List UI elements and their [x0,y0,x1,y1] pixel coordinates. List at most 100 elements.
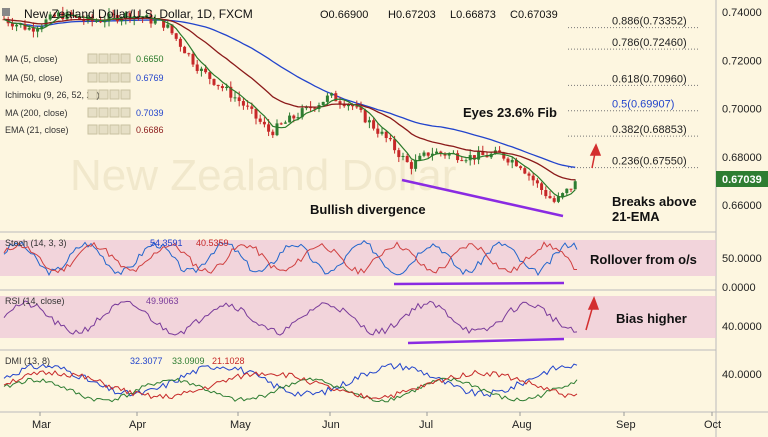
candle-body [531,175,535,181]
candle-body [430,153,434,156]
rsi-band [0,296,716,338]
fib-label: 0.5(0.69907) [612,99,674,111]
dmi-label: DMI (13, 8) [5,356,50,366]
candle-body [48,14,52,20]
candle-body [535,180,539,184]
candle-body [292,115,296,119]
candle-body [57,12,61,17]
candle-body [258,118,262,122]
indicator-settings-icon [120,53,131,64]
indicator-settings-icon [109,89,120,100]
time-tick-label: Aug [512,419,532,431]
candle-body [128,12,132,20]
rsi-legend: RSI (14, close) 49.9063 [5,296,179,306]
ma5-line [3,14,576,198]
dmi-adx-value: 21.1028 [212,356,245,366]
time-axis[interactable]: Mar Apr May Jun Jul Aug Sep Oct [32,412,721,431]
price-tick-label: 0.68000 [722,152,762,164]
indicator-settings-icon [98,53,109,64]
stoch-divergence-line [393,281,565,286]
arrow-icon [585,143,602,331]
candle-body [325,95,329,102]
candle-body [220,86,224,89]
indicator-label: MA (5, close) [5,54,58,64]
candle-body [414,159,418,169]
candle-body [334,93,338,102]
candle-body [556,196,560,202]
indicator-label: MA (50, close) [5,73,63,83]
candle-body [27,28,31,30]
candle-body [233,97,237,99]
candle-body [372,120,376,129]
dmi-plus-value: 32.3077 [130,356,163,366]
candle-body [195,64,199,71]
candle-body [300,108,304,118]
candle-body [573,181,577,190]
candle-body [540,183,544,190]
indicator-settings-icon [109,72,120,83]
candle-body [342,103,346,107]
time-tick-label: Mar [32,419,51,431]
candle-body [346,104,350,107]
candle-body [174,33,178,39]
candle-body [166,24,170,28]
indicator-settings-icon [87,72,98,83]
indicator-value: 0.6650 [136,54,164,64]
fib-label: 0.886(0.73352) [612,16,687,28]
indicator-settings-icon [87,53,98,64]
candle-body [52,14,56,17]
fib-levels [568,27,700,169]
indicator-value: 0.6769 [136,73,164,83]
candle-body [237,97,241,102]
candle-body [376,128,380,134]
annotation-breaks-above: Breaks above [612,194,697,209]
candle-body [279,123,283,125]
candle-body [199,68,203,71]
candle-body [94,20,98,22]
candle-body [363,109,367,123]
candle-body [460,160,464,162]
candle-body [275,123,279,136]
indicator-settings-icon [120,89,131,100]
indicator-settings-icon [87,124,98,135]
candle-body [456,153,460,161]
price-axis-bg [716,0,768,437]
indicator-settings-icon [98,72,109,83]
candle-body [388,138,392,140]
current-price-label: 0.67039 [722,174,762,186]
candle-body [267,124,271,132]
stoch-axis-0: 0.0000 [722,282,756,294]
candle-body [183,46,187,54]
indicator-value: 0.7039 [136,108,164,118]
price-axis[interactable]: 0.74000 0.72000 0.70000 0.68000 0.66000 [722,7,762,212]
indicator-settings-icon [120,72,131,83]
candle-body [338,101,342,104]
candle-body [514,159,518,167]
candle-body [565,188,569,194]
rsi-value: 49.9063 [146,296,179,306]
candle-body [439,151,443,154]
time-tick-label: Sep [616,419,636,431]
candle-body [262,121,266,125]
candle-body [229,86,233,98]
time-tick-label: Oct [704,419,721,431]
candle-body [447,153,451,156]
annotation-rollover: Rollover from o/s [590,252,697,267]
fib-labels: 0.886(0.73352) 0.786(0.72460) 0.618(0.7096… [612,16,687,168]
candle-body [170,24,174,34]
time-tick-label: Jun [322,419,340,431]
price-tick-label: 0.72000 [722,55,762,67]
ohlc-high: H0.67203 [388,9,436,21]
time-tick-label: Jul [419,419,433,431]
annotation-bias-higher: Bias higher [616,311,687,326]
candle-body [464,160,468,162]
current-price-tag [716,171,768,187]
stoch-k-line [3,239,578,277]
candle-body [178,38,182,47]
indicator-settings-icon [109,107,120,118]
indicator-label: EMA (21, close) [5,125,69,135]
rsi-divergence-line [407,337,565,345]
candle-body [40,26,44,29]
